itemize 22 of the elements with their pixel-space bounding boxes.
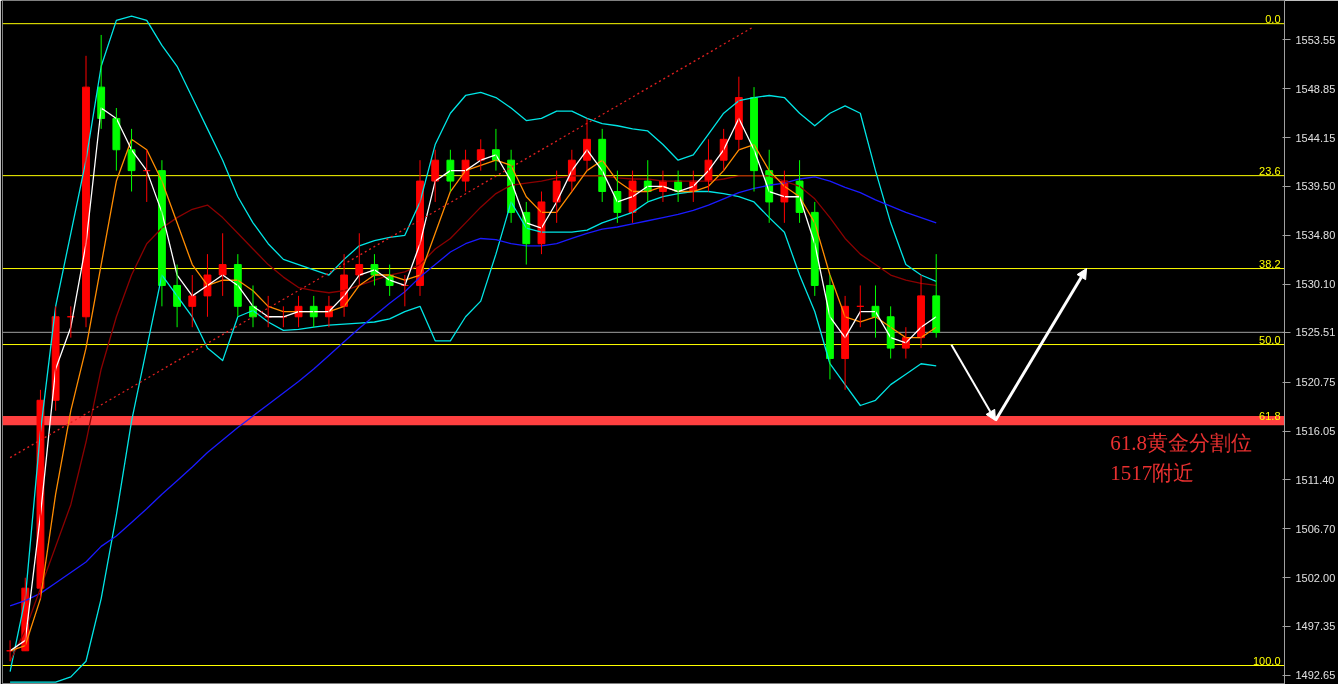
- y-tick-label: 1548.85: [1295, 82, 1336, 95]
- y-tick-label: 1506.70: [1295, 522, 1336, 535]
- y-tick-label: 1530.10: [1295, 278, 1336, 291]
- y-tick-label: 1525.51: [1295, 326, 1336, 339]
- y-tick-label: 1539.50: [1295, 180, 1336, 193]
- annotation: 50.0: [1259, 333, 1281, 346]
- y-tick-label: 1553.55: [1295, 33, 1336, 46]
- y-tick-label: 1520.75: [1295, 376, 1336, 389]
- y-tick-label: 1497.35: [1295, 620, 1336, 633]
- annotation: 100.0: [1252, 654, 1281, 667]
- annotation: 38.2: [1259, 257, 1281, 270]
- annotation: 0.0: [1265, 12, 1281, 25]
- y-tick-label: 1516.05: [1295, 425, 1336, 438]
- annotation: 23.6: [1259, 164, 1281, 177]
- annotation: 61.8: [1259, 409, 1281, 422]
- text: 61.8黄金分割位: [1110, 430, 1253, 455]
- y-tick-label: 1511.40: [1295, 473, 1335, 486]
- y-tick-label: 1492.65: [1295, 669, 1336, 682]
- y-tick-label: 1534.80: [1295, 229, 1336, 242]
- text: 1517附近: [1110, 460, 1195, 485]
- y-tick-label: 1544.15: [1295, 131, 1336, 144]
- y-tick-label: 1502.00: [1295, 571, 1336, 584]
